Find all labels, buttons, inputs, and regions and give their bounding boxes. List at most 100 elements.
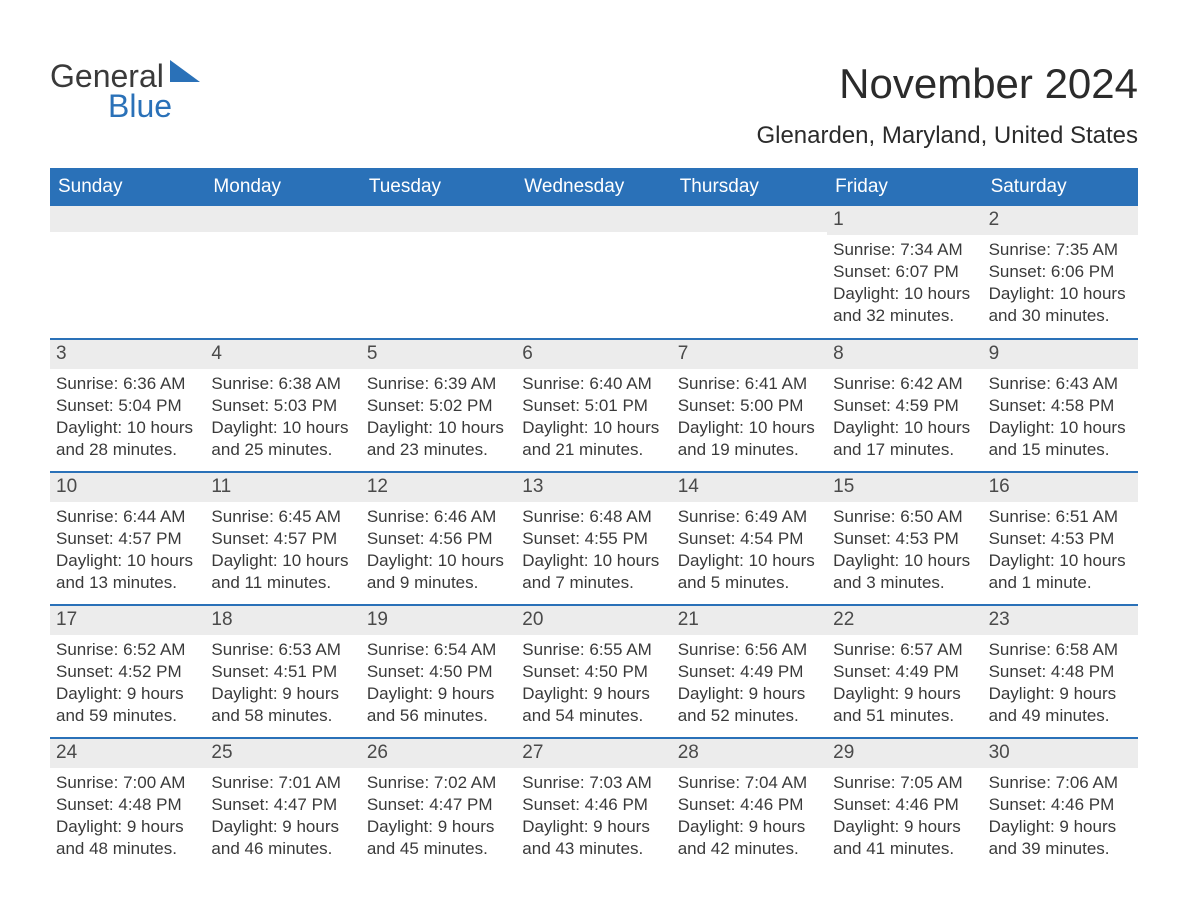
day-line-sr: Sunrise: 6:54 AM	[367, 639, 510, 661]
day-number: 10	[50, 473, 205, 502]
location-text: Glenarden, Maryland, United States	[756, 122, 1138, 150]
day-cell: 20Sunrise: 6:55 AMSunset: 4:50 PMDayligh…	[516, 606, 671, 737]
day-line-sr: Sunrise: 6:50 AM	[833, 506, 976, 528]
day-line-d2: and 5 minutes.	[678, 572, 821, 594]
day-number: 4	[205, 340, 360, 369]
day-line-d2: and 43 minutes.	[522, 838, 665, 860]
day-number: 23	[983, 606, 1138, 635]
day-line-d2: and 23 minutes.	[367, 439, 510, 461]
day-line-sr: Sunrise: 7:00 AM	[56, 772, 199, 794]
day-cell: 18Sunrise: 6:53 AMSunset: 4:51 PMDayligh…	[205, 606, 360, 737]
day-line-d2: and 15 minutes.	[989, 439, 1132, 461]
day-cell	[516, 206, 671, 338]
day-line-d1: Daylight: 10 hours	[989, 417, 1132, 439]
day-line-sr: Sunrise: 7:05 AM	[833, 772, 976, 794]
day-cell: 19Sunrise: 6:54 AMSunset: 4:50 PMDayligh…	[361, 606, 516, 737]
day-line-ss: Sunset: 4:46 PM	[522, 794, 665, 816]
day-line-d1: Daylight: 9 hours	[56, 683, 199, 705]
day-line-d2: and 32 minutes.	[833, 305, 976, 327]
day-line-ss: Sunset: 4:49 PM	[678, 661, 821, 683]
day-line-d1: Daylight: 10 hours	[522, 550, 665, 572]
day-line-sr: Sunrise: 7:06 AM	[989, 772, 1132, 794]
day-line-sr: Sunrise: 6:57 AM	[833, 639, 976, 661]
day-line-d2: and 21 minutes.	[522, 439, 665, 461]
day-line-ss: Sunset: 4:56 PM	[367, 528, 510, 550]
day-line-d2: and 3 minutes.	[833, 572, 976, 594]
day-line-d1: Daylight: 10 hours	[833, 283, 976, 305]
month-title: November 2024	[756, 60, 1138, 108]
day-number: 25	[205, 739, 360, 768]
day-line-ss: Sunset: 4:52 PM	[56, 661, 199, 683]
day-number: 12	[361, 473, 516, 502]
day-line-d1: Daylight: 10 hours	[989, 550, 1132, 572]
day-line-ss: Sunset: 4:46 PM	[833, 794, 976, 816]
day-cell: 15Sunrise: 6:50 AMSunset: 4:53 PMDayligh…	[827, 473, 982, 604]
day-line-sr: Sunrise: 6:42 AM	[833, 373, 976, 395]
day-number: 18	[205, 606, 360, 635]
day-detail: Sunrise: 7:04 AMSunset: 4:46 PMDaylight:…	[672, 768, 827, 870]
day-line-sr: Sunrise: 6:45 AM	[211, 506, 354, 528]
day-line-d1: Daylight: 10 hours	[211, 417, 354, 439]
day-line-d1: Daylight: 10 hours	[833, 417, 976, 439]
day-cell: 5Sunrise: 6:39 AMSunset: 5:02 PMDaylight…	[361, 340, 516, 471]
day-line-d2: and 30 minutes.	[989, 305, 1132, 327]
day-cell: 17Sunrise: 6:52 AMSunset: 4:52 PMDayligh…	[50, 606, 205, 737]
day-detail: Sunrise: 6:48 AMSunset: 4:55 PMDaylight:…	[516, 502, 671, 604]
day-cell: 21Sunrise: 6:56 AMSunset: 4:49 PMDayligh…	[672, 606, 827, 737]
day-line-d2: and 52 minutes.	[678, 705, 821, 727]
day-line-ss: Sunset: 5:01 PM	[522, 395, 665, 417]
day-line-sr: Sunrise: 6:58 AM	[989, 639, 1132, 661]
day-line-sr: Sunrise: 7:04 AM	[678, 772, 821, 794]
day-line-d1: Daylight: 9 hours	[678, 816, 821, 838]
day-line-d1: Daylight: 10 hours	[56, 550, 199, 572]
day-line-d2: and 54 minutes.	[522, 705, 665, 727]
day-line-sr: Sunrise: 6:53 AM	[211, 639, 354, 661]
day-line-d1: Daylight: 9 hours	[522, 683, 665, 705]
day-number: 16	[983, 473, 1138, 502]
day-number: 3	[50, 340, 205, 369]
day-line-d2: and 1 minute.	[989, 572, 1132, 594]
logo-text-block: General Blue	[50, 60, 200, 125]
day-line-d1: Daylight: 9 hours	[989, 683, 1132, 705]
day-number: 5	[361, 340, 516, 369]
day-detail: Sunrise: 7:03 AMSunset: 4:46 PMDaylight:…	[516, 768, 671, 870]
day-number: 8	[827, 340, 982, 369]
day-line-d1: Daylight: 10 hours	[211, 550, 354, 572]
day-line-ss: Sunset: 4:46 PM	[678, 794, 821, 816]
day-line-d2: and 11 minutes.	[211, 572, 354, 594]
day-line-d1: Daylight: 9 hours	[211, 816, 354, 838]
day-line-ss: Sunset: 4:50 PM	[367, 661, 510, 683]
day-line-d2: and 19 minutes.	[678, 439, 821, 461]
day-number: 2	[983, 206, 1138, 235]
day-line-ss: Sunset: 4:47 PM	[367, 794, 510, 816]
day-number: 24	[50, 739, 205, 768]
day-cell: 8Sunrise: 6:42 AMSunset: 4:59 PMDaylight…	[827, 340, 982, 471]
dayname-friday: Friday	[827, 168, 982, 206]
day-detail: Sunrise: 7:02 AMSunset: 4:47 PMDaylight:…	[361, 768, 516, 870]
day-line-sr: Sunrise: 6:43 AM	[989, 373, 1132, 395]
day-line-d1: Daylight: 9 hours	[678, 683, 821, 705]
day-line-d1: Daylight: 10 hours	[367, 550, 510, 572]
day-line-ss: Sunset: 4:53 PM	[833, 528, 976, 550]
day-cell: 13Sunrise: 6:48 AMSunset: 4:55 PMDayligh…	[516, 473, 671, 604]
day-line-d1: Daylight: 10 hours	[678, 550, 821, 572]
day-line-ss: Sunset: 4:47 PM	[211, 794, 354, 816]
title-block: November 2024 Glenarden, Maryland, Unite…	[756, 60, 1138, 150]
day-cell: 23Sunrise: 6:58 AMSunset: 4:48 PMDayligh…	[983, 606, 1138, 737]
day-line-ss: Sunset: 6:07 PM	[833, 261, 976, 283]
day-line-d2: and 58 minutes.	[211, 705, 354, 727]
day-line-ss: Sunset: 4:53 PM	[989, 528, 1132, 550]
day-line-d2: and 9 minutes.	[367, 572, 510, 594]
day-line-d2: and 46 minutes.	[211, 838, 354, 860]
day-detail: Sunrise: 6:58 AMSunset: 4:48 PMDaylight:…	[983, 635, 1138, 737]
week-row: 1Sunrise: 7:34 AMSunset: 6:07 PMDaylight…	[50, 206, 1138, 338]
day-number: 17	[50, 606, 205, 635]
day-line-sr: Sunrise: 6:38 AM	[211, 373, 354, 395]
day-line-ss: Sunset: 4:49 PM	[833, 661, 976, 683]
day-cell: 9Sunrise: 6:43 AMSunset: 4:58 PMDaylight…	[983, 340, 1138, 471]
day-number: 15	[827, 473, 982, 502]
day-detail: Sunrise: 7:05 AMSunset: 4:46 PMDaylight:…	[827, 768, 982, 870]
day-line-sr: Sunrise: 7:34 AM	[833, 239, 976, 261]
day-detail: Sunrise: 6:54 AMSunset: 4:50 PMDaylight:…	[361, 635, 516, 737]
day-detail: Sunrise: 6:42 AMSunset: 4:59 PMDaylight:…	[827, 369, 982, 471]
